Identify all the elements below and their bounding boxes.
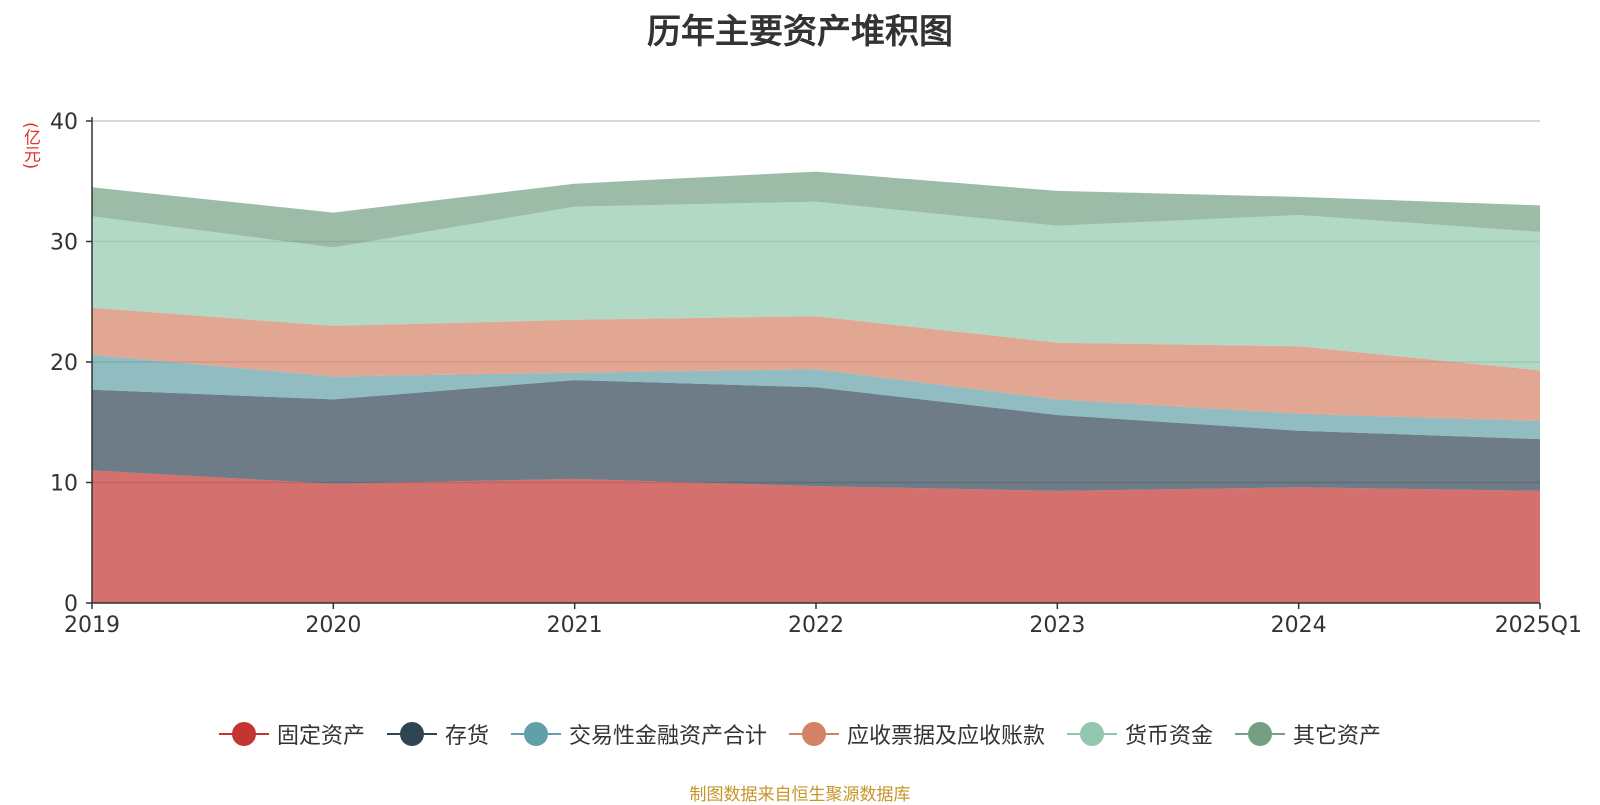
legend-label: 存货 [444, 724, 489, 749]
x-tick-label: 2021 [547, 613, 603, 638]
x-tick-label: 2022 [788, 613, 844, 638]
source-note: 制图数据来自恒生聚源数据库 [689, 785, 911, 805]
x-tick-label: 2025Q1 [1495, 613, 1582, 638]
x-tick-label: 2020 [305, 613, 361, 638]
x-tick-label: 2024 [1271, 613, 1327, 638]
stacked-area-chart: 0 10 20 30 40 2019 2020 2021 2022 2023 2024 2025Q1 [50, 110, 1582, 638]
legend-label: 其它资产 [1293, 724, 1382, 749]
y-tick-label: 0 [64, 592, 78, 617]
legend-label: 货币资金 [1125, 724, 1214, 749]
legend-marker-icon [218, 721, 269, 747]
chart-title: 历年主要资产堆积图 [647, 12, 953, 52]
area-series-3 [92, 354, 1540, 440]
legend-label: 交易性金融资产合计 [568, 724, 767, 749]
legend-item[interactable]: 固定资产 [218, 718, 365, 750]
y-tick-label: 10 [50, 472, 78, 497]
legend-marker-icon [386, 721, 437, 747]
area-series-1 [92, 470, 1540, 603]
y-tick-label: 20 [50, 351, 78, 376]
y-tick-label: 30 [50, 231, 78, 256]
legend-marker-icon [1235, 721, 1286, 747]
y-tick-label: 40 [50, 110, 78, 135]
legend-label: 应收票据及应收账款 [847, 724, 1046, 749]
area-series-5 [92, 201, 1540, 371]
legend-marker-icon [789, 721, 839, 747]
area-series-6 [92, 171, 1540, 248]
legend-marker-icon [1067, 721, 1118, 747]
x-tick-label: 2023 [1029, 613, 1085, 638]
legend-item[interactable]: 存货 [386, 718, 489, 750]
legend-label: 固定资产 [276, 724, 365, 749]
legend-item[interactable]: 其它资产 [1235, 718, 1381, 750]
legend-marker-icon [510, 721, 561, 747]
y-axis-unit-label: (亿元) [20, 122, 40, 170]
area-series-4 [92, 307, 1540, 421]
legend-item[interactable]: 货币资金 [1067, 718, 1213, 750]
legend: 固定资产 存货 交易性金融资产合计 应收票据及应收账款 货币资金 其它资产 [0, 718, 1600, 750]
area-series [92, 171, 1540, 603]
legend-item[interactable]: 交易性金融资产合计 [510, 718, 767, 750]
legend-item[interactable]: 应收票据及应收账款 [789, 718, 1045, 750]
area-series-2 [92, 380, 1540, 491]
axes: 0 10 20 30 40 2019 2020 2021 2022 2023 2024 2025Q1 [50, 110, 1582, 638]
x-tick-label: 2019 [64, 613, 120, 638]
